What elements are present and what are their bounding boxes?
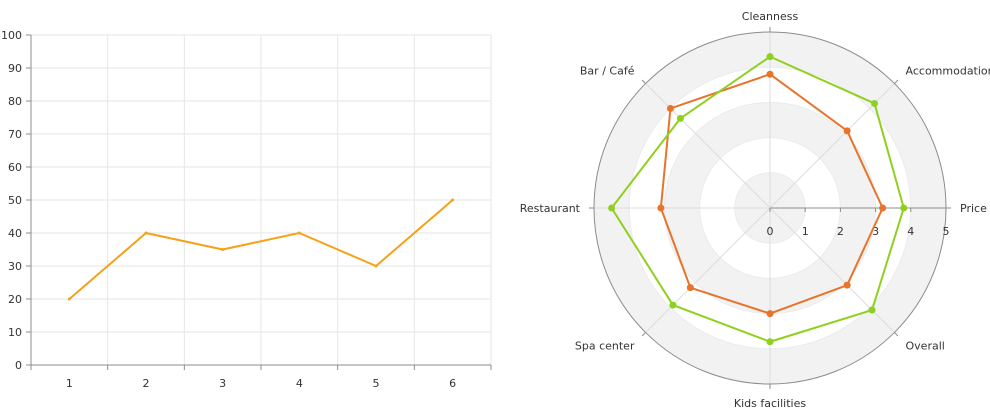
radar-outer-tick xyxy=(894,332,899,337)
radar-value-tick-label: 4 xyxy=(907,225,914,238)
radar-outer-tick xyxy=(641,332,646,337)
x-tick-label: 3 xyxy=(219,377,226,390)
radar-point xyxy=(766,53,774,61)
radar-value-tick-label: 5 xyxy=(943,225,950,238)
radar-category-label: Bar / Café xyxy=(580,64,635,77)
radar-outer-tick xyxy=(641,79,646,84)
radar-point xyxy=(657,204,665,212)
radar-point xyxy=(900,204,908,212)
radar-point xyxy=(766,338,774,346)
y-tick-label: 70 xyxy=(8,128,22,141)
radar-point xyxy=(686,284,694,292)
radar-spoke xyxy=(645,83,771,209)
x-tick-label: 4 xyxy=(296,377,303,390)
radar-category-label: Kids facilities xyxy=(734,397,806,410)
radar-point xyxy=(868,306,876,314)
line-point xyxy=(144,231,148,235)
radar-point xyxy=(843,281,851,289)
radar-point xyxy=(608,204,616,212)
radar-category-label: Price xyxy=(960,202,987,215)
line-point xyxy=(67,297,71,301)
radar-value-tick-label: 3 xyxy=(872,225,879,238)
radar-outer-tick xyxy=(894,79,899,84)
radar-point xyxy=(676,114,684,122)
radar-value-tick-label: 2 xyxy=(837,225,844,238)
line-chart: 0 10 20 30 40 50 60 70 80 90 100 1 2 3 4 5 6 xyxy=(1,29,492,390)
line-point xyxy=(374,264,378,268)
line-point xyxy=(221,248,225,251)
y-tick-label: 90 xyxy=(8,62,22,75)
radar-category-label: Overall xyxy=(906,340,945,353)
y-tick-label: 40 xyxy=(8,227,22,240)
x-tick-label: 5 xyxy=(373,377,380,390)
y-tick-label: 20 xyxy=(8,293,22,306)
radar-category-label: Restaurant xyxy=(520,202,581,215)
radar-category-label: Spa center xyxy=(575,340,635,353)
radar-point xyxy=(766,310,774,318)
y-tick-label: 80 xyxy=(8,95,22,108)
radar-spoke xyxy=(645,207,771,333)
x-tick-label: 1 xyxy=(66,377,73,390)
y-tick-label: 10 xyxy=(8,326,22,339)
radar-value-tick-label: 1 xyxy=(802,225,809,238)
y-tick-label: 30 xyxy=(8,260,22,273)
radar-point xyxy=(766,70,774,78)
radar-point xyxy=(669,301,677,309)
line-series-0 xyxy=(68,199,454,300)
x-tick-label: 2 xyxy=(143,377,150,390)
radar-category-label: Accommodation xyxy=(906,64,990,77)
radar-chart: 0 1 2 3 4 5 Cleanness Accommodation Price Overall… xyxy=(520,10,990,410)
radar-point xyxy=(843,127,851,135)
radar-point xyxy=(666,104,674,112)
y-tick-label: 0 xyxy=(15,359,22,372)
line-point xyxy=(451,198,455,202)
radar-point xyxy=(879,204,887,212)
x-tick-label: 6 xyxy=(449,377,456,390)
y-tick-label: 100 xyxy=(1,29,22,42)
y-tick-label: 60 xyxy=(8,161,22,174)
radar-category-label: Cleanness xyxy=(742,10,799,23)
y-tick-label: 50 xyxy=(8,194,22,207)
line-point xyxy=(297,231,301,235)
radar-value-tick-label: 0 xyxy=(767,225,774,238)
radar-point xyxy=(871,99,879,107)
